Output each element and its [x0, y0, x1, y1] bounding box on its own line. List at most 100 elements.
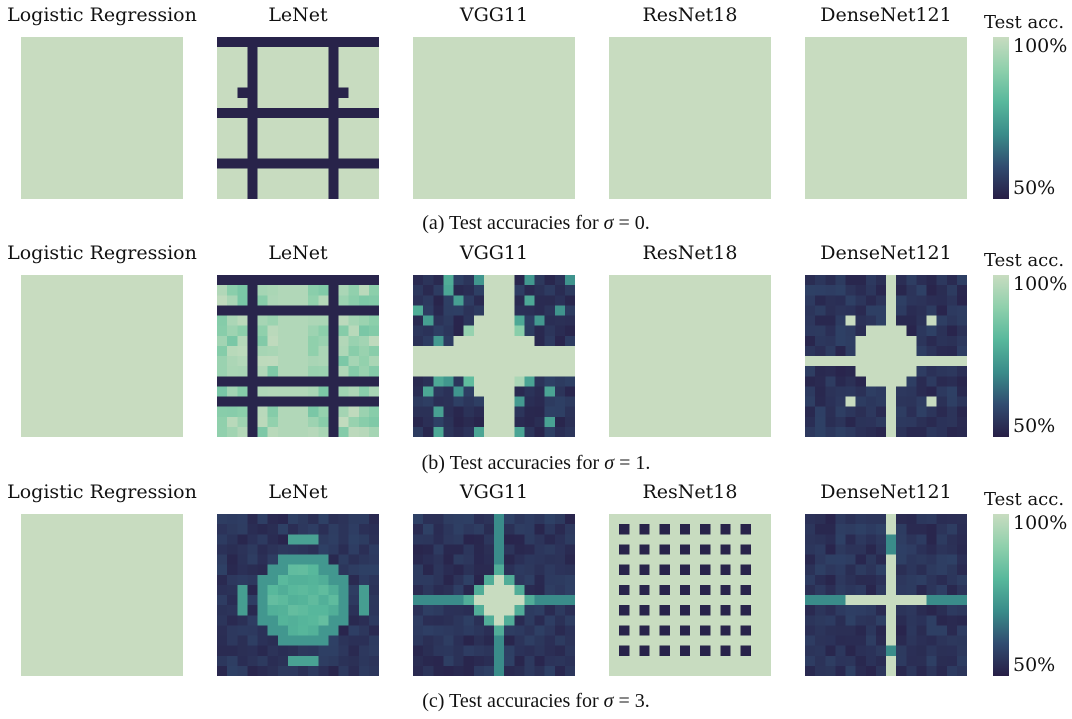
heatmap-cell — [338, 107, 349, 119]
heatmap-cell — [514, 595, 525, 606]
heatmap-cell — [267, 158, 278, 169]
heatmap-cell — [619, 77, 630, 88]
heatmap-cell — [368, 345, 379, 357]
heatmap-cell — [443, 305, 454, 316]
heatmap-cell — [348, 426, 359, 437]
heatmap-cell — [287, 665, 299, 676]
heatmap-cell — [277, 148, 289, 159]
heatmap-cell — [619, 615, 630, 626]
heatmap-cell — [609, 178, 620, 190]
heatmap-cell — [865, 305, 877, 316]
heatmap-cell — [318, 285, 329, 296]
heatmap-cell — [473, 524, 485, 535]
heatmap-cell — [91, 416, 103, 428]
heatmap-cell — [710, 47, 721, 58]
heatmap-cell — [740, 87, 751, 98]
heatmap-cell — [308, 107, 319, 119]
heatmap-cell — [679, 57, 691, 68]
heatmap-cell — [102, 305, 113, 316]
heatmap-cell — [534, 584, 545, 596]
heatmap-cell — [433, 315, 444, 326]
heatmap-cell — [679, 595, 691, 606]
heatmap-cell — [865, 325, 877, 336]
heatmap-cell — [267, 406, 278, 417]
heatmap-cell — [936, 356, 947, 367]
heatmap-cell — [730, 77, 741, 88]
heatmap-cell — [81, 178, 93, 190]
heatmap-cell — [142, 188, 153, 199]
heatmap-cell — [463, 406, 474, 417]
heatmap-cell — [835, 168, 846, 179]
heatmap-cell — [348, 655, 359, 667]
heatmap-cell — [926, 595, 937, 606]
heatmap-cell — [227, 605, 238, 616]
heatmap-cell — [368, 295, 379, 306]
heatmap-cell — [433, 544, 444, 555]
heatmap-cell — [298, 534, 309, 545]
heatmap-cell — [473, 285, 485, 296]
heatmap-cell — [368, 118, 379, 129]
heatmap-cell — [720, 534, 731, 545]
heatmap-cell — [413, 188, 424, 199]
heatmap-cell — [112, 275, 123, 286]
heatmap-cell — [308, 148, 319, 159]
heatmap-cell — [21, 564, 32, 575]
heatmap-cell — [845, 188, 856, 199]
heatmap-cell — [267, 645, 278, 656]
heatmap-cell — [750, 356, 762, 367]
heatmap-cell — [956, 584, 967, 596]
heatmap-cell — [162, 335, 174, 347]
heatmap-cell — [690, 366, 701, 377]
heatmap-cell — [473, 554, 485, 565]
heatmap-cell — [750, 295, 762, 306]
heatmap-cell — [690, 275, 701, 286]
heatmap-cell — [564, 514, 575, 525]
heatmap-cell — [875, 305, 887, 316]
heatmap-cell — [358, 356, 370, 367]
heatmap-cell — [483, 366, 495, 377]
heatmap-cell — [896, 406, 907, 417]
heatmap-cell — [338, 118, 349, 129]
heatmap-cell — [443, 416, 454, 428]
heatmap-cell — [237, 57, 248, 68]
heatmap-cell — [473, 87, 485, 98]
heatmap-cell — [494, 595, 505, 606]
heatmap-cell — [152, 67, 163, 78]
heatmap-cell — [81, 188, 93, 199]
heatmap-cell — [629, 376, 640, 387]
heatmap-cell — [649, 57, 660, 68]
heatmap-cell — [710, 406, 721, 417]
heatmap-cell — [423, 564, 434, 575]
heatmap-cell — [463, 295, 474, 306]
heatmap-cell — [906, 554, 917, 565]
heatmap-cell — [348, 325, 359, 336]
heatmap-cell — [463, 67, 474, 78]
heatmap-cell — [31, 426, 42, 437]
heatmap-cell — [855, 426, 866, 437]
heatmap-cell — [825, 128, 836, 139]
heatmap-cell — [277, 605, 289, 616]
heatmap-cell — [473, 645, 485, 656]
heatmap-cell — [227, 97, 238, 109]
heatmap-cell — [926, 406, 937, 417]
heatmap-cell — [51, 77, 62, 88]
heatmap-cell — [815, 148, 826, 159]
heatmap-cell — [433, 275, 444, 286]
heatmap-cell — [956, 97, 967, 109]
heatmap-cell — [217, 47, 228, 58]
heatmap-cell — [142, 524, 153, 535]
heatmap-cell — [338, 386, 349, 397]
heatmap-cell — [483, 554, 495, 565]
heatmap — [217, 37, 379, 199]
heatmap-cell — [112, 554, 123, 565]
heatmap-cell — [956, 356, 967, 367]
heatmap-cell — [338, 376, 349, 387]
heatmap-cell — [534, 605, 545, 616]
heatmap-cell — [835, 77, 846, 88]
heatmap-cell — [669, 615, 681, 626]
heatmap-cell — [287, 396, 299, 407]
heatmap-cell — [41, 625, 52, 636]
heatmap-cell — [679, 584, 691, 596]
heatmap-cell — [81, 534, 93, 545]
heatmap-cell — [926, 625, 937, 636]
